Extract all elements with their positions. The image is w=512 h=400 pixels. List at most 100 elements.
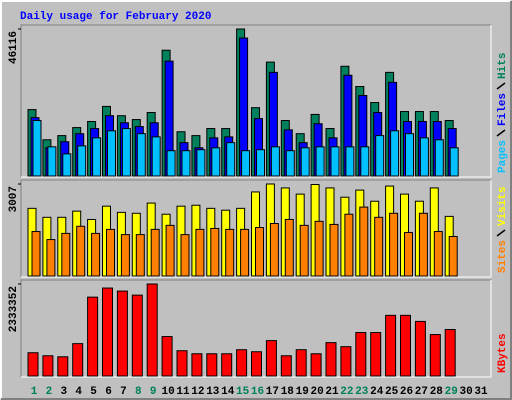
- x-tick-label: 21: [325, 386, 339, 398]
- legend-label: Pages: [497, 140, 509, 173]
- bar: [270, 146, 280, 177]
- x-tick-label: 1: [31, 386, 38, 398]
- y-tick-label: 46116: [8, 31, 20, 64]
- bar: [344, 213, 354, 277]
- bar: [165, 224, 175, 277]
- bar: [57, 356, 69, 377]
- bar: [146, 283, 158, 377]
- legend-label: KBytes: [497, 333, 509, 373]
- x-tick-label: 8: [135, 386, 142, 398]
- x-tick-label: 12: [191, 386, 204, 398]
- bar: [255, 227, 264, 277]
- bar: [374, 216, 384, 277]
- bar: [176, 350, 188, 377]
- bar: [280, 355, 292, 377]
- bar: [390, 130, 400, 177]
- bar: [226, 142, 236, 177]
- bar: [314, 220, 324, 277]
- bar: [102, 287, 113, 377]
- x-tick-label: 29: [445, 386, 458, 398]
- bar: [418, 212, 428, 277]
- bar: [414, 320, 426, 377]
- bar: [325, 342, 337, 377]
- y-tick-label: 2333352: [8, 286, 20, 332]
- bar: [31, 231, 41, 277]
- bar: [434, 139, 444, 177]
- x-tick-label: 24: [370, 386, 384, 398]
- bar: [106, 228, 115, 277]
- x-tick-label: 17: [266, 386, 279, 398]
- bar: [375, 135, 385, 177]
- bar: [251, 351, 262, 377]
- bar: [236, 349, 248, 377]
- x-tick-label: 16: [251, 386, 264, 398]
- x-tick-label: 22: [340, 386, 353, 398]
- bar: [27, 352, 39, 377]
- bar: [181, 150, 191, 177]
- legend-separator: [496, 229, 506, 237]
- chart-title: Daily usage for February 2020: [20, 11, 211, 23]
- bar: [42, 355, 54, 377]
- bar: [241, 150, 251, 177]
- bar: [300, 147, 310, 177]
- x-tick-label: 9: [150, 386, 157, 398]
- bar: [107, 130, 116, 177]
- bar: [360, 146, 370, 177]
- x-tick-label: 10: [161, 386, 174, 398]
- bar: [299, 224, 309, 277]
- bar: [419, 137, 429, 177]
- bar: [370, 332, 382, 377]
- bar: [330, 146, 340, 177]
- bar: [448, 235, 458, 277]
- bar: [195, 228, 205, 277]
- bar: [116, 290, 128, 377]
- bar: [47, 146, 57, 177]
- bar: [310, 353, 322, 377]
- bar: [285, 150, 295, 177]
- legend-label: Hits: [497, 53, 509, 79]
- bar: [135, 234, 145, 277]
- x-tick-label: 20: [310, 386, 323, 398]
- x-tick-label: 25: [385, 386, 399, 398]
- x-tick-label: 7: [120, 386, 127, 398]
- bar: [355, 332, 367, 377]
- y-tick-label: 3007: [8, 186, 20, 212]
- x-tick-label: 27: [415, 386, 428, 398]
- x-tick-label: 11: [176, 386, 190, 398]
- x-tick-label: 3: [60, 386, 67, 398]
- x-tick-label: 18: [281, 386, 295, 398]
- x-tick-label: 23: [355, 386, 369, 398]
- bar: [150, 228, 160, 277]
- legend-separator: [496, 82, 506, 90]
- x-tick-label: 5: [90, 386, 97, 398]
- bar: [295, 349, 307, 377]
- bar: [240, 228, 250, 277]
- plot-bevel: [21, 280, 492, 378]
- bar: [206, 353, 218, 377]
- bar: [221, 353, 233, 377]
- x-tick-label: 4: [75, 386, 82, 398]
- bar: [131, 294, 143, 377]
- x-tick-label: 6: [105, 386, 112, 398]
- bar: [87, 296, 99, 377]
- legend-label: Files: [497, 93, 509, 126]
- bar: [72, 343, 84, 377]
- legend-label: Visits: [497, 186, 509, 226]
- bar: [389, 212, 399, 277]
- bar: [329, 223, 339, 277]
- bar: [385, 314, 397, 377]
- bar: [120, 234, 130, 277]
- bar: [340, 346, 352, 377]
- bar: [166, 150, 176, 177]
- bar: [76, 225, 86, 277]
- bar: [284, 218, 294, 277]
- plot-bevel: [21, 25, 492, 178]
- bar: [449, 147, 459, 177]
- bar: [225, 228, 235, 277]
- bar: [77, 145, 87, 177]
- bar: [315, 146, 325, 177]
- legend-label: Sites: [497, 240, 509, 273]
- bar: [359, 206, 369, 277]
